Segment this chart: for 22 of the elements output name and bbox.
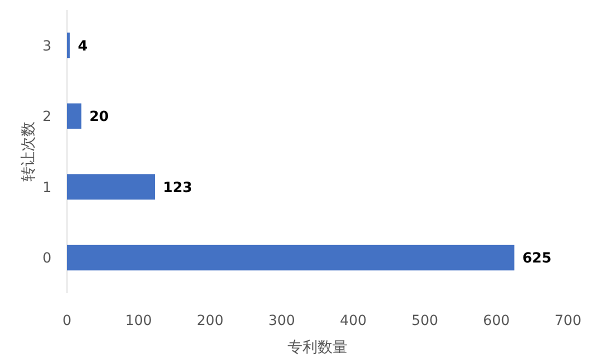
data-label: 625 [522,250,552,267]
data-label: 20 [89,109,110,126]
y-tick-label: 2 [42,109,52,126]
x-tick-label: 400 [340,313,367,329]
y-tick-label: 3 [42,38,52,54]
bar [67,32,70,58]
bar [67,244,514,270]
x-tick-label: 500 [411,313,438,329]
x-tick-label: 700 [554,313,582,329]
data-label: 4 [78,38,88,54]
y-axis-title: 转让次数 [19,122,37,182]
data-label: 123 [163,180,192,196]
y-tick-label: 1 [42,180,52,196]
x-axis-title: 专利数量 [288,338,348,356]
bar [67,103,82,129]
x-tick-label: 100 [125,313,152,329]
x-tick-label: 600 [483,313,510,329]
x-tick-label: 200 [196,313,224,329]
x-tick-label: 0 [62,313,72,329]
bar [67,174,156,200]
y-tick-label: 0 [42,250,52,267]
x-tick-label: 300 [268,313,296,329]
